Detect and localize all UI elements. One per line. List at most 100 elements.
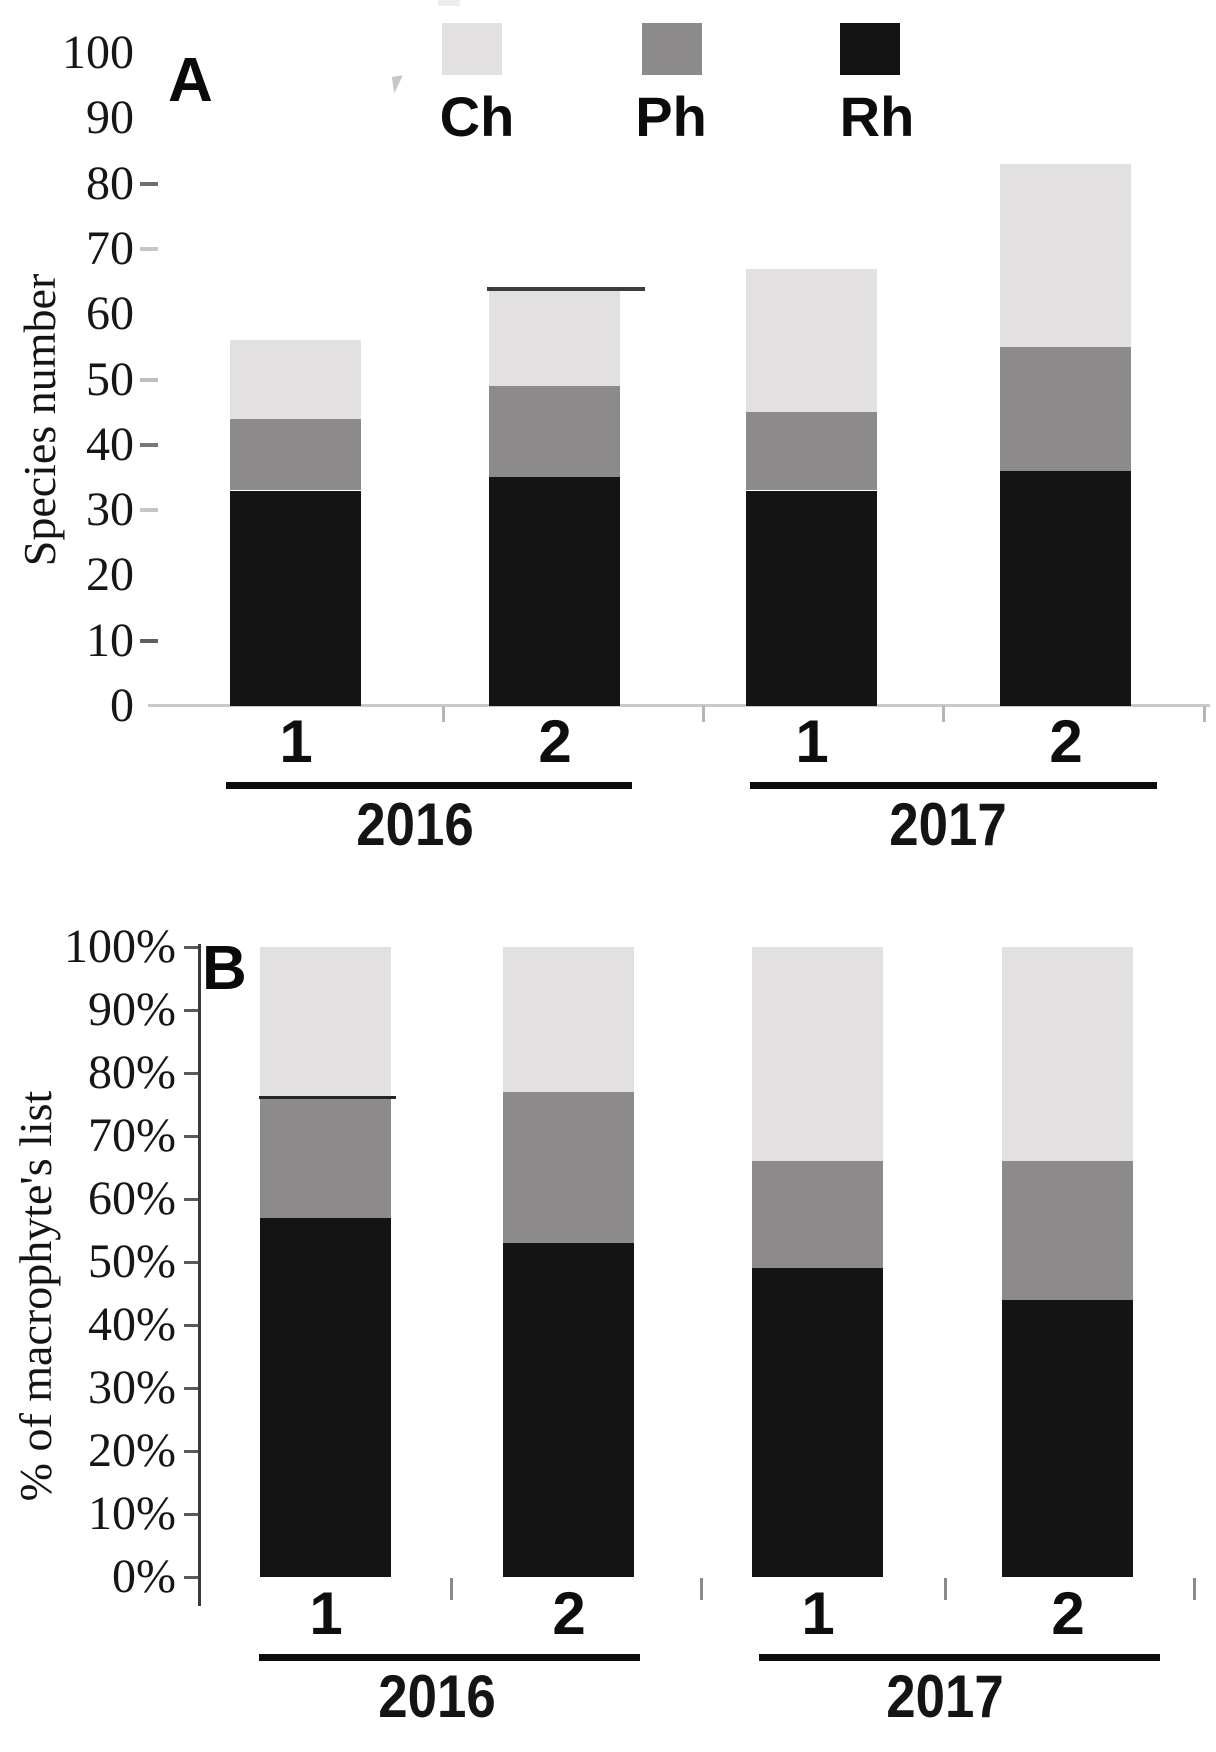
- y-tick-label-b-50: 50%: [88, 1235, 176, 1288]
- y-tick-label-b-100: 100%: [64, 920, 176, 973]
- x-separator-tick-b-3: [1193, 1578, 1196, 1600]
- y-tick-label-a-70: 70: [86, 221, 134, 275]
- y-tick-mark-a-40: [140, 442, 158, 447]
- bar-segment-a-2017-1-rh: [746, 490, 877, 706]
- group-underline-a-2016: [226, 782, 632, 789]
- y-tick-mark-b-40: [184, 1323, 201, 1327]
- y-tick-mark-b-60: [184, 1197, 201, 1201]
- group-year-label-b-2016: 2016: [378, 1663, 496, 1730]
- y-tick-label-a-30: 30: [86, 483, 134, 537]
- bar-segment-b-2017-1-ph: [752, 1161, 883, 1269]
- legend-swatch-rh: [840, 23, 900, 75]
- bar-segment-b-2017-2-ph: [1002, 1161, 1133, 1300]
- y-tick-label-b-0: 0%: [112, 1550, 176, 1603]
- legend-swatch-ch: [442, 23, 502, 75]
- bar-segment-a-2017-2-rh: [1000, 470, 1131, 706]
- group-year-label-a-2017: 2017: [889, 791, 1007, 858]
- group-underline-b-2017: [759, 1654, 1160, 1661]
- y-tick-mark-a-50: [140, 377, 158, 382]
- bar-segment-b-2016-2-rh: [503, 1243, 634, 1577]
- group-underline-a-2017: [750, 782, 1157, 789]
- y-tick-label-b-80: 80%: [88, 1046, 176, 1099]
- legend-swatch-ph: [642, 23, 702, 75]
- legend-label-rh: Rh: [839, 85, 915, 148]
- y-tick-label-a-90: 90: [86, 91, 134, 145]
- legend-label-ch: Ch: [439, 85, 515, 148]
- bar-segment-b-2017-2-rh: [1002, 1299, 1133, 1577]
- y-tick-label-b-30: 30%: [88, 1361, 176, 1414]
- y-tick-mark-a-30: [140, 508, 158, 513]
- scan-artifact-line-a2-top: [487, 287, 645, 291]
- x-separator-tick-a-0: [442, 706, 445, 722]
- x-category-label-a-2016-2: 2: [538, 708, 572, 775]
- y-tick-label-a-60: 60: [86, 287, 134, 341]
- x-category-label-b-2017-1: 1: [801, 1580, 835, 1647]
- group-underline-b-2016: [259, 1654, 640, 1661]
- y-tick-mark-b-20: [184, 1449, 201, 1453]
- x-separator-tick-b-0: [450, 1578, 453, 1600]
- x-separator-tick-a-3: [1203, 706, 1206, 722]
- y-tick-mark-b-70: [184, 1134, 201, 1138]
- x-category-label-b-2017-2: 2: [1051, 1580, 1085, 1647]
- scan-artifact-cursor: [391, 75, 406, 94]
- y-tick-label-a-20: 20: [86, 548, 134, 602]
- bar-segment-a-2016-1-ph: [230, 418, 361, 491]
- y-tick-label-b-40: 40%: [88, 1298, 176, 1351]
- bar-segment-b-2016-1-rh: [260, 1217, 391, 1577]
- group-year-label-a-2016: 2016: [356, 791, 474, 858]
- x-baseline-a: [148, 704, 1210, 707]
- y-tick-mark-b-30: [184, 1386, 201, 1390]
- panel-a-label: A: [168, 46, 213, 115]
- bar-segment-a-2017-2-ch: [1000, 164, 1131, 347]
- y-tick-label-a-80: 80: [86, 156, 134, 210]
- bar-segment-b-2017-1-ch: [752, 947, 883, 1162]
- scan-artifact-line-b1-boundary: [259, 1096, 396, 1099]
- bar-segment-b-2017-2-ch: [1002, 947, 1133, 1162]
- x-category-label-a-2017-1: 1: [795, 708, 829, 775]
- bar-segment-a-2016-1-ch: [230, 340, 361, 419]
- bar-segment-a-2016-1-rh: [230, 490, 361, 706]
- y-tick-label-b-70: 70%: [88, 1109, 176, 1162]
- bar-segment-a-2017-2-ph: [1000, 346, 1131, 471]
- y-tick-mark-b-50: [184, 1260, 201, 1264]
- scan-artifact-smudge: [438, 0, 460, 6]
- y-tick-mark-a-70: [140, 246, 158, 251]
- y-tick-label-b-20: 20%: [88, 1424, 176, 1477]
- bar-segment-a-2017-1-ph: [746, 412, 877, 491]
- y-tick-label-a-10: 10: [86, 613, 134, 667]
- x-separator-tick-a-1: [702, 706, 705, 722]
- x-category-label-a-2016-1: 1: [279, 708, 313, 775]
- bar-segment-a-2017-1-ch: [746, 268, 877, 413]
- y-tick-label-a-50: 50: [86, 352, 134, 406]
- y-tick-mark-b-100: [184, 945, 201, 949]
- bar-segment-b-2016-2-ch: [503, 947, 634, 1092]
- y-tick-mark-b-0: [184, 1575, 201, 1579]
- y-tick-label-a-40: 40: [86, 417, 134, 471]
- x-separator-tick-b-2: [944, 1578, 947, 1600]
- x-category-label-b-2016-2: 2: [552, 1580, 586, 1647]
- y-tick-label-b-10: 10%: [88, 1487, 176, 1540]
- y-tick-mark-a-10: [140, 638, 158, 643]
- y-tick-label-a-0: 0: [110, 679, 134, 732]
- y-axis-line-b: [198, 944, 201, 1606]
- y-tick-mark-a-80: [140, 181, 158, 186]
- group-year-label-b-2017: 2017: [886, 1663, 1004, 1730]
- y-tick-label-b-60: 60%: [88, 1172, 176, 1225]
- y-tick-mark-b-80: [184, 1071, 201, 1075]
- x-category-label-a-2017-2: 2: [1049, 708, 1083, 775]
- bar-segment-a-2016-2-rh: [489, 477, 620, 706]
- bar-segment-a-2016-2-ph: [489, 386, 620, 478]
- x-category-label-b-2016-1: 1: [309, 1580, 343, 1647]
- bar-segment-b-2016-1-ph: [260, 1098, 391, 1218]
- bar-segment-b-2016-2-ph: [503, 1091, 634, 1244]
- bar-segment-b-2017-1-rh: [752, 1268, 883, 1577]
- legend-label-ph: Ph: [635, 85, 707, 148]
- bar-segment-a-2016-2-ch: [489, 288, 620, 387]
